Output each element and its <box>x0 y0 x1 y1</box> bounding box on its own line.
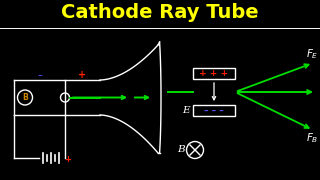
Text: $F_E$: $F_E$ <box>306 47 318 61</box>
Text: +: + <box>78 70 86 80</box>
Text: Cathode Ray Tube: Cathode Ray Tube <box>61 3 259 22</box>
Text: E: E <box>182 106 190 115</box>
Bar <box>193 105 235 116</box>
Text: B: B <box>22 93 28 102</box>
Text: B: B <box>177 145 185 154</box>
Text: + + +: + + + <box>199 69 228 78</box>
Text: +: + <box>65 154 71 163</box>
Text: –: – <box>37 70 43 80</box>
Bar <box>193 68 235 79</box>
Text: – – –: – – – <box>204 106 224 115</box>
Text: $F_B$: $F_B$ <box>306 131 318 145</box>
